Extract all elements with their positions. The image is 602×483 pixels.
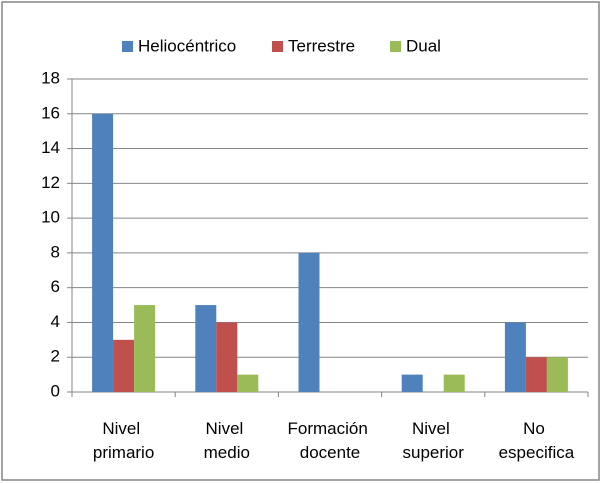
y-tick-label: 4 xyxy=(51,312,60,331)
legend-label: Terrestre xyxy=(288,36,355,55)
legend-swatch xyxy=(272,41,283,52)
bar xyxy=(92,113,114,393)
y-tick-label: 0 xyxy=(51,381,60,400)
y-tick-label: 10 xyxy=(41,208,60,227)
bar xyxy=(195,305,217,392)
y-tick-label: 12 xyxy=(41,173,60,192)
bar xyxy=(546,357,568,392)
y-tick-label: 2 xyxy=(51,347,60,366)
bar xyxy=(504,322,526,392)
x-tick-label: Nivel medio xyxy=(204,419,250,462)
legend-label: Dual xyxy=(406,36,441,55)
legend-swatch xyxy=(390,41,401,52)
x-tick-label: Nivel superior xyxy=(402,419,464,462)
bar xyxy=(525,357,547,392)
bar xyxy=(134,305,156,392)
bar xyxy=(216,322,238,392)
y-tick-label: 16 xyxy=(41,103,60,122)
y-tick-label: 6 xyxy=(51,277,60,296)
bar xyxy=(298,252,320,392)
legend-label: Heliocéntrico xyxy=(138,36,236,55)
y-tick-label: 18 xyxy=(41,68,60,87)
bar xyxy=(443,374,465,392)
y-tick-label: 14 xyxy=(41,138,60,157)
x-tick-label: No especifica xyxy=(499,419,575,462)
bar xyxy=(401,374,423,392)
bar xyxy=(113,339,135,392)
legend-swatch xyxy=(122,41,133,52)
x-tick-label: Formación docente xyxy=(287,419,372,462)
x-tick-label: Nivel primario xyxy=(93,419,154,462)
bar xyxy=(237,374,259,392)
y-tick-label: 8 xyxy=(51,242,60,261)
